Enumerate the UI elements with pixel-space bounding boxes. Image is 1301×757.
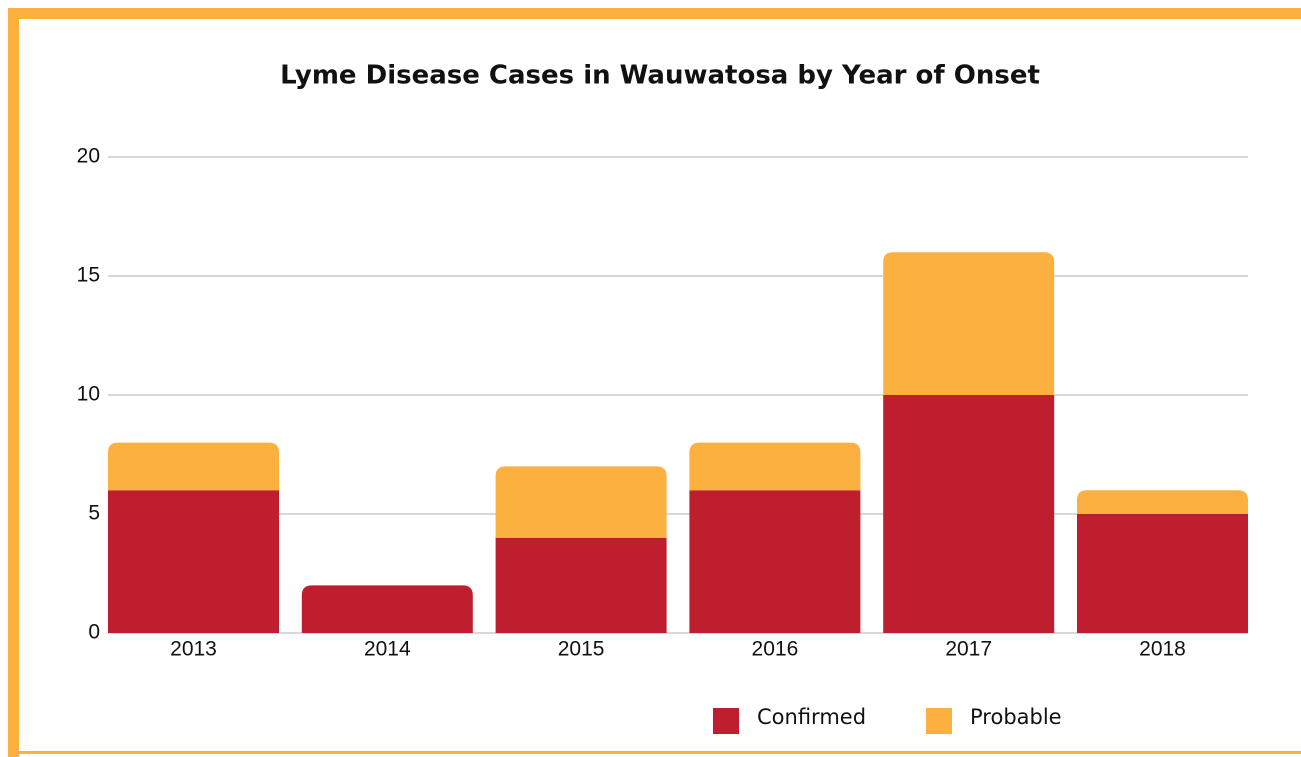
chart-title: Lyme Disease Cases in Wauwatosa by Year … (280, 61, 1040, 91)
y-tick-label: 10 (77, 383, 100, 406)
bar-segment (495, 466, 667, 538)
bar-segment (108, 442, 279, 491)
bar-segment (108, 490, 279, 633)
x-tick-label: 2017 (945, 638, 992, 661)
legend-swatch (713, 708, 739, 734)
y-tick-label: 0 (88, 621, 100, 644)
legend-label: Confirmed (757, 705, 866, 729)
legend-swatch (926, 708, 952, 734)
bar-segment (883, 252, 1055, 395)
bar-segment (301, 585, 473, 633)
bar-segment (883, 395, 1055, 633)
bar-segment (1077, 490, 1248, 514)
x-tick-label: 2013 (170, 638, 217, 661)
x-tick-label: 2016 (752, 638, 799, 661)
frame-left (8, 8, 19, 757)
bar-segment (689, 442, 861, 491)
y-tick-label: 5 (88, 502, 100, 525)
frame-bottom (8, 751, 1301, 754)
y-tick-label: 20 (77, 145, 100, 168)
bar-segment (495, 537, 667, 633)
legend-label: Probable (970, 705, 1062, 729)
bar-segment (1077, 514, 1248, 633)
y-tick-label: 15 (77, 264, 100, 287)
x-tick-label: 2015 (558, 638, 605, 661)
x-tick-label: 2018 (1139, 638, 1186, 661)
frame-top (8, 8, 1301, 19)
bar-segment (689, 490, 861, 633)
x-tick-label: 2014 (364, 638, 411, 661)
